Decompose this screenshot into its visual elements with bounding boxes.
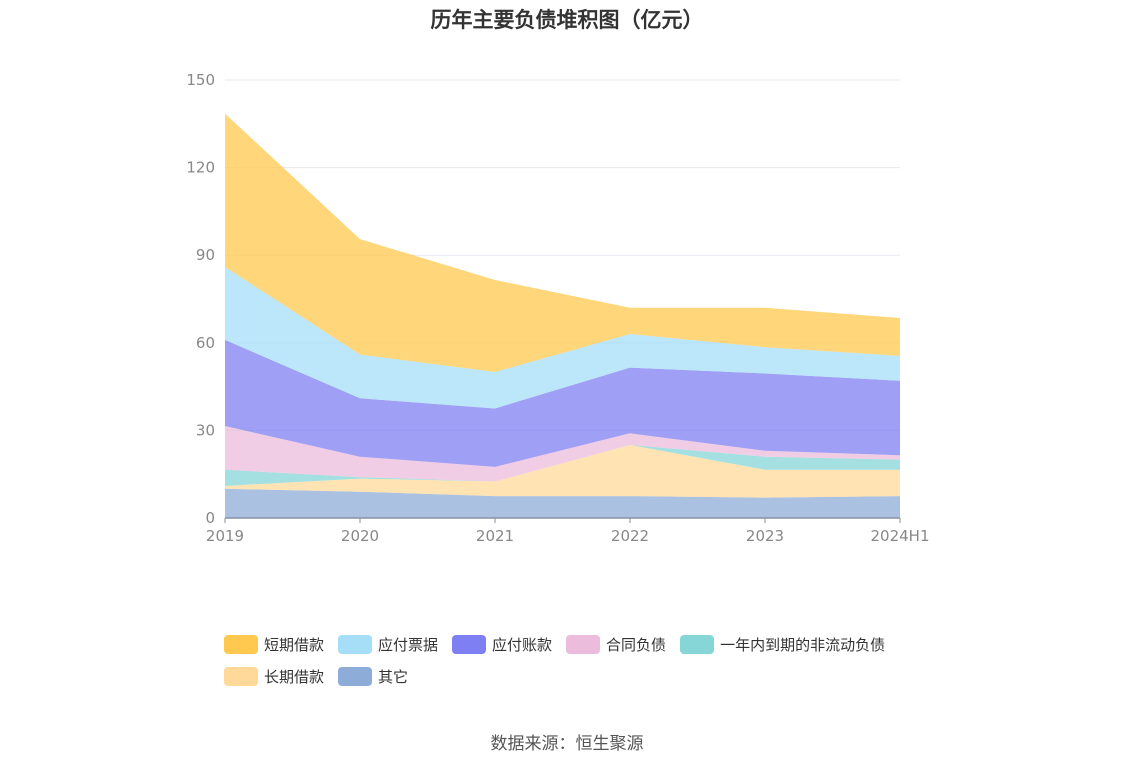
x-tick-label: 2020 xyxy=(341,527,379,545)
area-series xyxy=(225,445,900,498)
legend-item-short-term-loans[interactable]: 短期借款 xyxy=(224,634,324,655)
area-series xyxy=(225,426,900,482)
x-tick-label: 2023 xyxy=(746,527,784,545)
legend: 短期借款 应付票据 应付账款 合同负债 一年内到期的非流动负债 长期借款 其它 xyxy=(224,631,944,695)
y-tick-label: 30 xyxy=(196,421,215,439)
area-series xyxy=(225,339,900,467)
legend-item-other[interactable]: 其它 xyxy=(338,666,408,687)
legend-label: 应付票据 xyxy=(378,635,439,654)
area-series xyxy=(225,488,900,518)
legend-item-accounts-payable[interactable]: 应付账款 xyxy=(452,634,552,655)
x-tick-label: 2021 xyxy=(476,527,514,545)
x-tick-label: 2022 xyxy=(611,527,649,545)
legend-swatch xyxy=(452,634,487,654)
area-series xyxy=(225,113,900,372)
legend-swatch xyxy=(224,666,258,686)
y-tick-label: 60 xyxy=(196,334,215,352)
area-series xyxy=(225,445,900,486)
legend-item-contract-liabilities[interactable]: 合同负债 xyxy=(566,634,666,655)
legend-label: 其它 xyxy=(378,667,409,686)
legend-item-current-portion-noncurrent[interactable]: 一年内到期的非流动负债 xyxy=(680,634,885,655)
y-tick-label: 120 xyxy=(186,159,215,177)
legend-label: 合同负债 xyxy=(606,635,667,654)
stacked-area-chart: 0 30 60 90 120 150 2019 2020 2021 2022 2023 2024H1 xyxy=(186,71,930,545)
legend-swatch xyxy=(680,634,715,654)
y-tick-label: 0 xyxy=(205,509,215,527)
chart-title: 历年主要负债堆积图（亿元） xyxy=(430,8,704,32)
legend-swatch xyxy=(566,634,601,654)
legend-row-2: 长期借款 其它 xyxy=(224,663,944,689)
legend-swatch xyxy=(224,634,258,654)
legend-item-long-term-loans[interactable]: 长期借款 xyxy=(224,666,324,687)
legend-label: 短期借款 xyxy=(264,635,325,654)
legend-item-notes-payable[interactable]: 应付票据 xyxy=(338,634,438,655)
y-tick-label: 90 xyxy=(196,246,215,264)
x-tick-label: 2024H1 xyxy=(871,527,930,545)
x-tick-label: 2019 xyxy=(206,527,244,545)
legend-label: 一年内到期的非流动负债 xyxy=(720,635,886,654)
legend-swatch xyxy=(338,666,373,686)
legend-swatch xyxy=(338,634,373,654)
y-tick-label: 150 xyxy=(186,71,215,89)
legend-row-1: 短期借款 应付票据 应付账款 合同负债 一年内到期的非流动负债 xyxy=(224,631,944,657)
legend-label: 长期借款 xyxy=(264,667,325,686)
data-source: 数据来源：恒生聚源 xyxy=(490,734,644,754)
area-series xyxy=(225,266,900,409)
legend-label: 应付账款 xyxy=(492,635,553,654)
